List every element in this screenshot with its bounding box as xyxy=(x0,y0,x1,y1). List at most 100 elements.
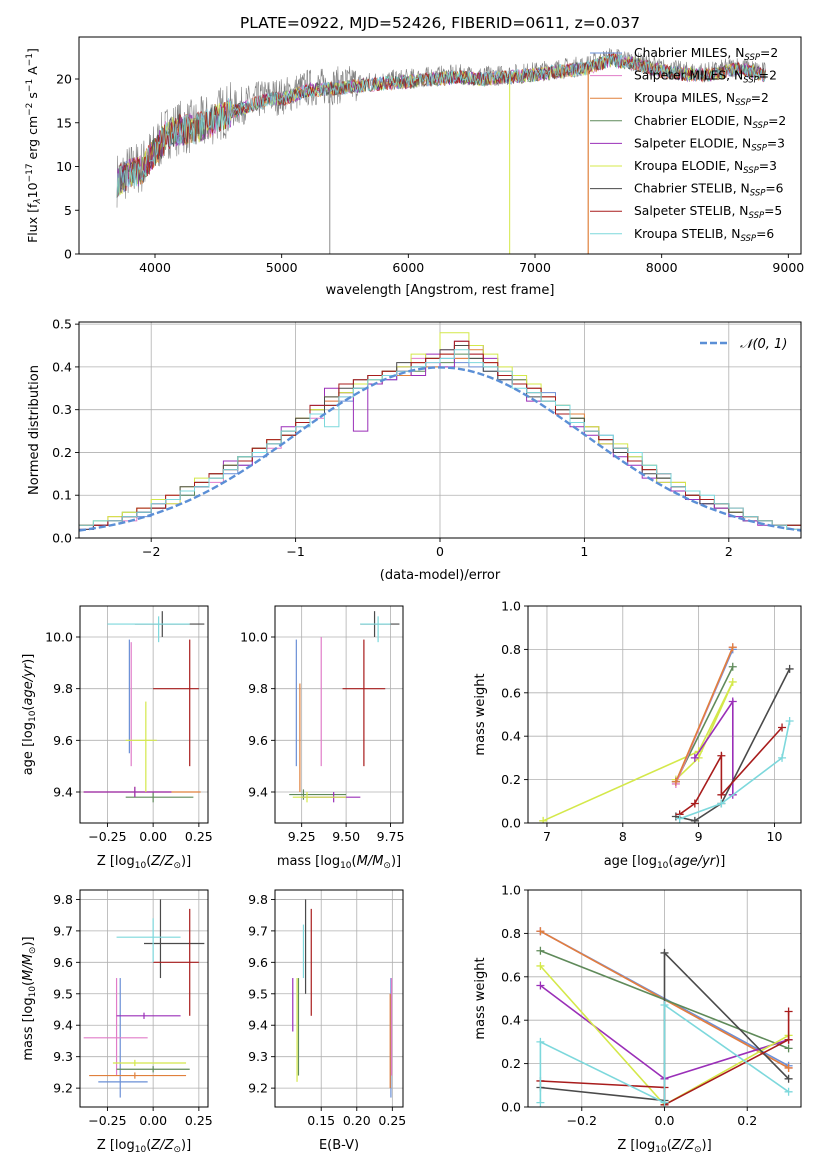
label-part: )] xyxy=(181,854,191,869)
label-part: ( xyxy=(352,854,357,869)
label-part: 10 xyxy=(28,710,38,722)
axes-frame xyxy=(527,889,802,1108)
label-part: Chabrier ELODIE, N xyxy=(634,114,752,128)
x-tick-label: −2 xyxy=(142,544,160,559)
label-part: Z [log xyxy=(97,854,135,869)
label-part: −1 xyxy=(25,53,35,66)
label-part: SSP xyxy=(740,234,756,244)
label-part: ( xyxy=(21,706,36,711)
y-tick-label: 9.8 xyxy=(248,892,268,907)
weight-line xyxy=(694,698,734,795)
weight-marker xyxy=(784,1063,793,1072)
label-part: Kroupa STELIB, N xyxy=(634,227,740,241)
x-axis-label: (data-model)/error xyxy=(380,568,501,583)
y-tick-label: 9.8 xyxy=(248,681,268,696)
y-tick-label: 15 xyxy=(56,115,72,130)
x-tick-label: 7 xyxy=(543,829,551,844)
weight-marker xyxy=(536,927,545,936)
label-part: )] xyxy=(715,854,725,869)
y-tick-label: 0.1 xyxy=(52,488,72,503)
y-axis-label: mass [log10(M/M⊙)] xyxy=(21,936,38,1060)
label-part: 10 xyxy=(657,861,669,871)
label-part: ( xyxy=(146,854,151,869)
weight-marker xyxy=(539,816,548,823)
weight-marker xyxy=(717,751,726,760)
label-part: 10 xyxy=(340,861,352,871)
legend-label: Salpeter MILES, NSSP=2 xyxy=(634,69,777,86)
weight-marker xyxy=(536,1037,545,1046)
label-part: SSP xyxy=(744,53,760,63)
y-tick-label: 9.8 xyxy=(53,681,73,696)
spectrum-panel: 4000 5000 6000 7000 8000 9000 0 5 10 15 20 waveleng… xyxy=(25,36,804,298)
x-axis-label: Z [log10(Z/Z⊙)] xyxy=(617,1138,711,1155)
y-tick-label: 1.0 xyxy=(501,883,521,898)
label-part: age [log xyxy=(604,854,657,869)
y-tick-label: 10 xyxy=(56,159,72,174)
label-part: Z/Z xyxy=(671,1138,695,1153)
weight-marker xyxy=(778,723,787,732)
y-tick-label: 0.2 xyxy=(501,1056,521,1071)
label-part: ⊙ xyxy=(28,947,38,955)
label-part: ⊙ xyxy=(383,861,391,871)
y-tick-label: 9.5 xyxy=(53,986,73,1001)
axes-frame xyxy=(79,889,209,1108)
label-part: 10 xyxy=(655,1145,667,1155)
weight-marker xyxy=(784,1087,793,1096)
legend-label: Salpeter STELIB, NSSP=5 xyxy=(634,204,782,221)
y-tick-label: 0.2 xyxy=(501,772,521,787)
label-part: SSP xyxy=(751,143,767,153)
mass-vs-ebv-panel: 0.15 0.20 0.25 9.2 9.3 9.4 9.5 9.6 9.7 9.8 xyxy=(248,889,406,1128)
weight-marker xyxy=(536,946,545,955)
axes-frame xyxy=(78,36,802,255)
label-part: age/yr xyxy=(673,854,716,869)
y-tick-label: 9.6 xyxy=(248,955,268,970)
x-tick-label: 0.2 xyxy=(737,1113,757,1128)
x-tick-label: 6000 xyxy=(392,260,424,275)
label-part: =6 xyxy=(765,182,783,196)
weight-marker xyxy=(536,1098,545,1107)
y-tick-label: 9.2 xyxy=(53,1081,73,1096)
x-tick-label: 7000 xyxy=(519,260,551,275)
label-part: Kroupa MILES, N xyxy=(634,91,735,105)
x-tick-label: 0.00 xyxy=(139,829,167,844)
label-part: )] xyxy=(21,654,36,664)
weight-marker xyxy=(690,816,699,823)
x-axis-label: E(B-V) xyxy=(319,1138,359,1153)
label-part: 10 xyxy=(25,182,40,198)
x-tick-label: 8000 xyxy=(646,260,678,275)
y-tick-label: 5 xyxy=(64,203,72,218)
weight-line xyxy=(679,720,791,820)
legend-label: Kroupa ELODIE, NSSP=3 xyxy=(634,159,777,176)
x-tick-label: 1 xyxy=(580,544,588,559)
weight-marker xyxy=(778,753,787,762)
label-part: =2 xyxy=(760,46,778,60)
axes-frame xyxy=(274,605,404,824)
weight-marker xyxy=(728,662,737,671)
weight-line xyxy=(539,1003,790,1104)
label-part: =5 xyxy=(764,204,782,218)
weight-marker xyxy=(784,1044,793,1053)
plots-layer: 4000 5000 6000 7000 8000 900005101520waveleng… xyxy=(21,36,804,1155)
y-tick-label: 0.0 xyxy=(52,531,72,546)
label-part: =2 xyxy=(751,91,769,105)
residuals-panel: −2 −1 0 1 2 0.0 0.1 0.2 0.3 0.4 0.5 (data-model)/er… xyxy=(27,317,802,583)
label-part: =6 xyxy=(756,227,774,241)
weight-marker xyxy=(536,961,545,970)
label-part: ( xyxy=(667,1138,672,1153)
x-tick-label: −0.25 xyxy=(88,829,126,844)
y-axis-label: age [log10(age/yr)] xyxy=(21,654,38,776)
observed-spectrum xyxy=(116,48,766,208)
y-tick-label: 9.8 xyxy=(53,892,73,907)
y-tick-label: 0.5 xyxy=(52,317,72,332)
legend-label: Chabrier MILES, NSSP=2 xyxy=(634,46,778,63)
legend: Chabrier MILES, NSSP=2 Salpeter MILES, NS… xyxy=(590,46,786,244)
x-axis-label: Z [log10(Z/Z⊙)] xyxy=(97,854,191,871)
label-part: SSP xyxy=(743,166,759,176)
y-tick-label: 0.3 xyxy=(52,402,72,417)
legend-label: Chabrier STELIB, NSSP=6 xyxy=(634,182,784,199)
weight-marker xyxy=(728,643,737,652)
label-part: ⊙ xyxy=(173,1145,181,1155)
x-tick-label: 0.0 xyxy=(655,1113,675,1128)
label-part: =3 xyxy=(759,159,777,173)
